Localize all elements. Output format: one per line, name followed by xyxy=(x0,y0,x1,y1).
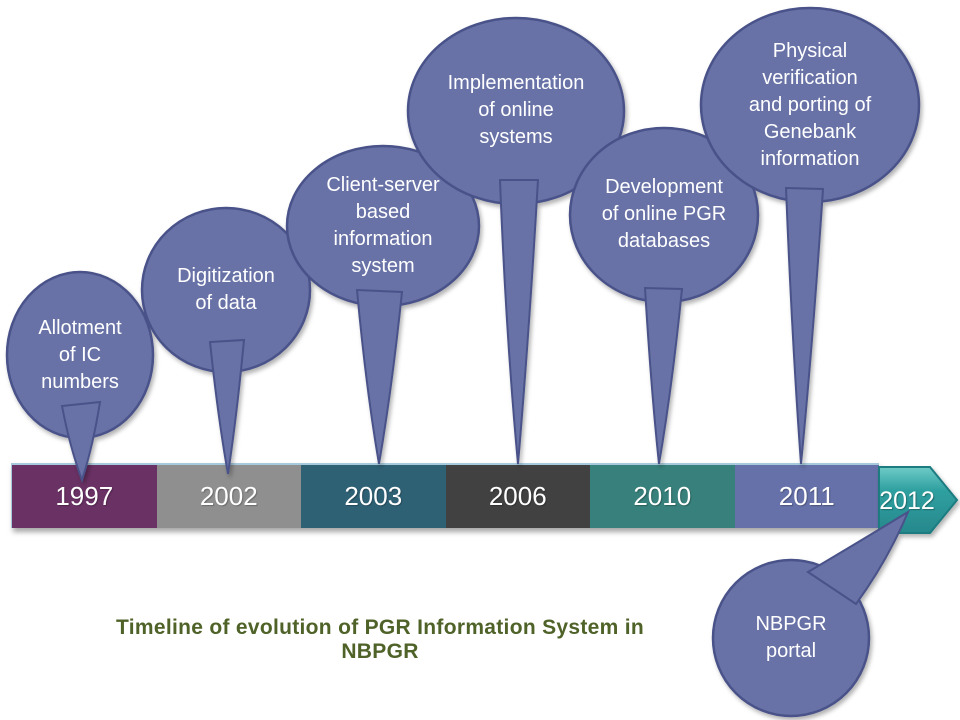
balloon-label-line: databases xyxy=(617,230,711,252)
balloon-label-line: of IC xyxy=(58,344,102,366)
balloon-label-2006: Implementation of online systems xyxy=(421,70,611,151)
balloon-label-line: Development xyxy=(605,176,723,198)
balloon-label-line: Implementation xyxy=(447,72,585,94)
balloon-label-1997: Allotment of IC numbers xyxy=(5,315,155,396)
timeline-segment-2011: 2011 xyxy=(734,465,879,528)
balloon-2006 xyxy=(406,16,626,206)
balloon-label-2011: Physical verification and porting of Gen… xyxy=(715,38,905,173)
year-2010: 2010 xyxy=(633,481,692,511)
balloon-label-line: system xyxy=(351,255,415,277)
timeline-segment-2006: 2006 xyxy=(445,465,590,528)
balloon-label-line: of online xyxy=(478,99,554,121)
balloon-label-line: Client-server xyxy=(326,174,440,196)
balloon-label-2002: Digitization of data xyxy=(151,263,301,317)
year-2012: 2012 xyxy=(879,487,935,515)
balloon-label-line: information xyxy=(333,228,433,250)
timeline-segment-2002: 2002 xyxy=(156,465,301,528)
balloon-1997 xyxy=(5,270,155,440)
balloon-label-line: based xyxy=(355,201,411,223)
timeline-segment-2010: 2010 xyxy=(590,465,735,528)
balloon-label-line: Digitization xyxy=(177,265,275,287)
timeline-segment-1997: 1997 xyxy=(12,465,157,528)
balloon-label-line: verification xyxy=(762,67,858,89)
balloon-tail-2010 xyxy=(643,286,684,465)
balloon-label-line: NBPGR xyxy=(755,613,827,635)
balloon-2010 xyxy=(568,126,760,304)
balloon-tail-2003 xyxy=(355,288,404,465)
year-1997: 1997 xyxy=(55,481,114,511)
balloon-label-line: Physical xyxy=(772,40,848,62)
year-2003: 2003 xyxy=(344,481,403,511)
balloon-2003 xyxy=(285,144,481,308)
balloon-label-line: Allotment xyxy=(38,317,122,339)
year-2006: 2006 xyxy=(488,481,547,511)
balloon-label-line: of data xyxy=(195,292,257,314)
balloon-label-line: of online PGR xyxy=(601,203,727,225)
balloon-label-2003: Client-server based information system xyxy=(298,172,468,280)
balloon-label-line: numbers xyxy=(41,371,119,393)
balloon-label-2010: Development of online PGR databases xyxy=(569,174,759,255)
balloon-nbpgr-portal xyxy=(711,558,871,718)
balloon-label-line: portal xyxy=(765,640,817,662)
year-2011: 2011 xyxy=(778,481,835,511)
balloon-label-line: and porting of xyxy=(748,94,872,116)
balloon-2011 xyxy=(699,6,921,204)
timeline-segment-2003: 2003 xyxy=(301,465,446,528)
balloon-tail-2011 xyxy=(784,186,825,465)
diagram-title: Timeline of evolution of PGR Information… xyxy=(116,616,644,663)
balloon-tail-2006 xyxy=(498,179,540,465)
balloon-label-line: Genebank xyxy=(763,121,857,143)
balloon-tail-2002 xyxy=(208,338,246,475)
balloon-label-line: systems xyxy=(479,126,553,148)
balloon-label-nbpgr-portal: NBPGR portal xyxy=(716,611,866,665)
timeline-bar: 1997 2002 2003 2006 2010 2011 xyxy=(11,463,879,528)
year-2002: 2002 xyxy=(199,481,258,511)
balloon-2002 xyxy=(140,206,312,374)
balloon-label-line: information xyxy=(760,148,860,170)
